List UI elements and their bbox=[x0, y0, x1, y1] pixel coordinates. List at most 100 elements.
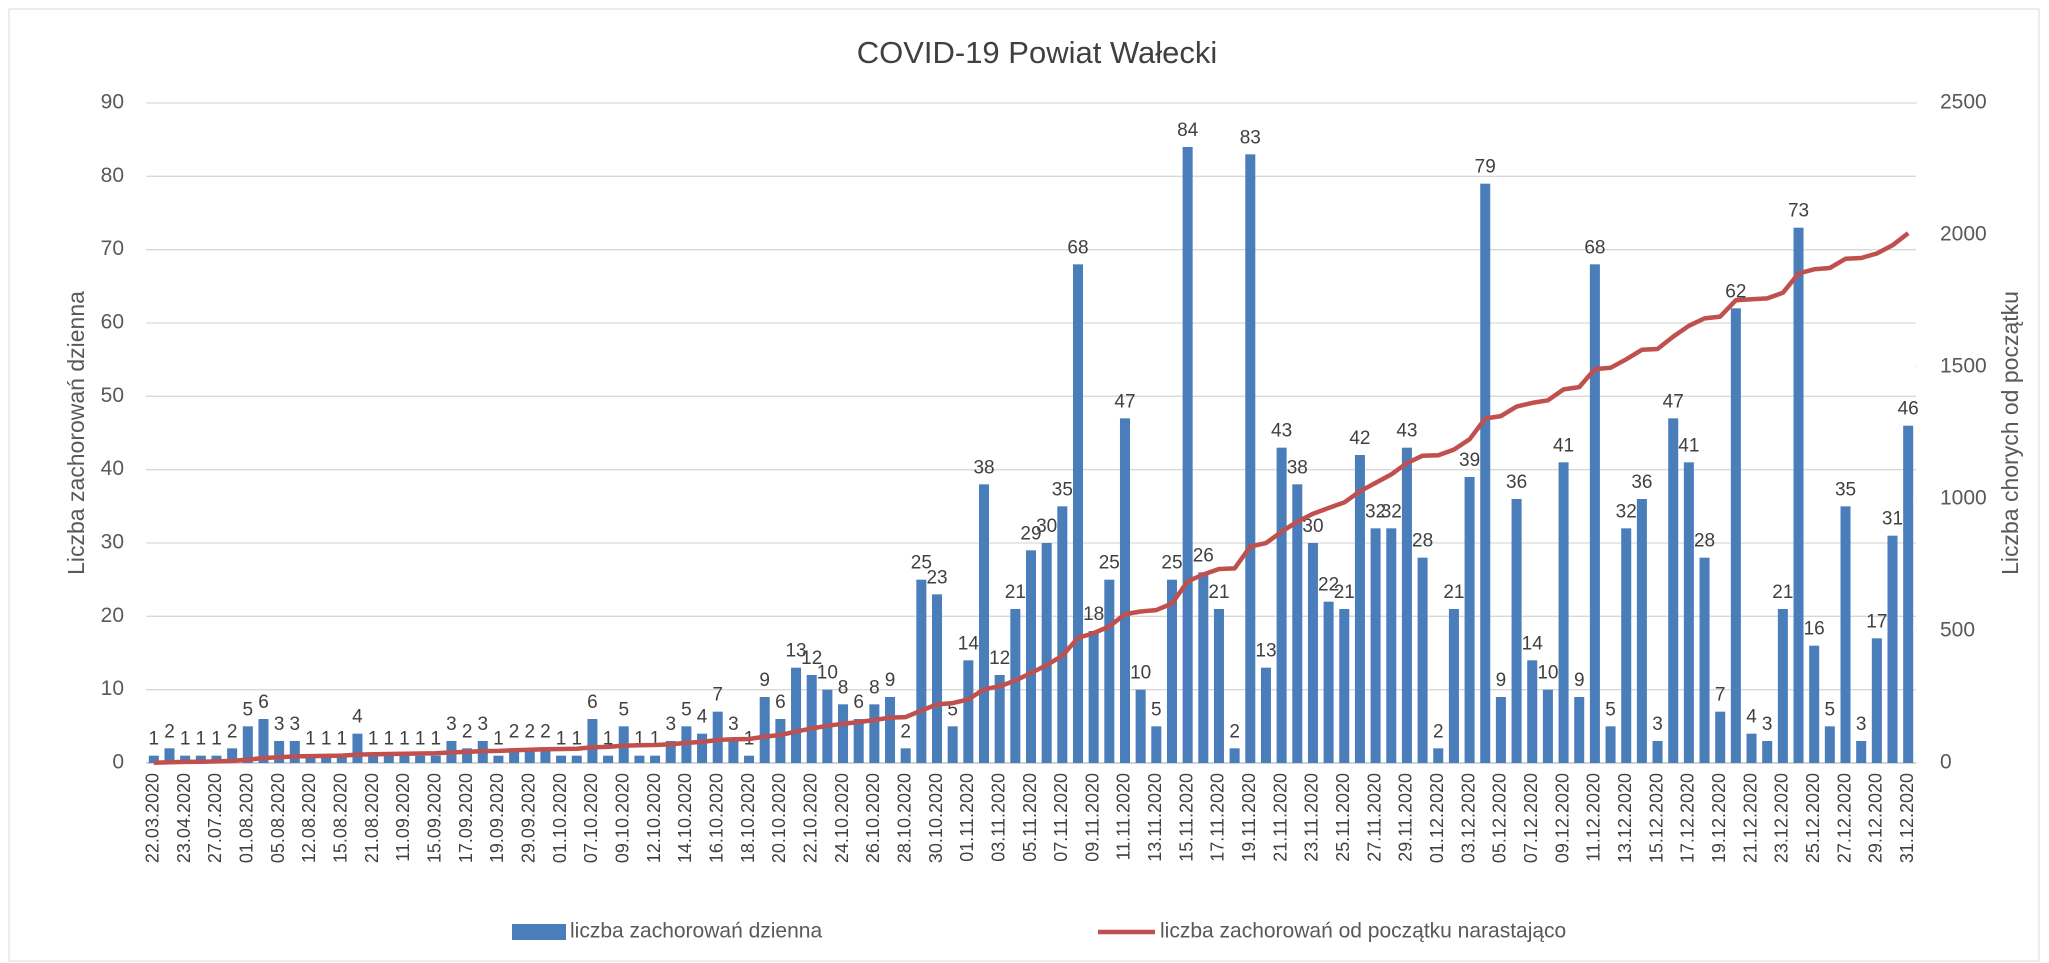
data-label: 1 bbox=[603, 729, 614, 750]
x-tick-label: 12.08.2020 bbox=[299, 773, 319, 863]
data-label: 5 bbox=[947, 699, 958, 720]
data-label: 32 bbox=[1365, 501, 1386, 522]
bar bbox=[383, 755, 394, 763]
x-tick-label: 18.10.2020 bbox=[738, 773, 758, 863]
data-label: 1 bbox=[383, 729, 394, 750]
legend-label: liczba zachorowań od początku narastając… bbox=[1160, 920, 1566, 943]
x-tick-label: 17.12.2020 bbox=[1678, 773, 1698, 863]
x-tick-label: 23.11.2020 bbox=[1302, 773, 1322, 862]
data-label: 83 bbox=[1240, 127, 1261, 148]
bar bbox=[1307, 543, 1318, 763]
data-label: 41 bbox=[1553, 435, 1574, 456]
bar bbox=[399, 755, 410, 763]
x-tick-label: 01.12.2020 bbox=[1427, 773, 1447, 863]
data-label: 39 bbox=[1459, 450, 1480, 471]
x-tick-label: 11.11.2020 bbox=[1114, 773, 1134, 860]
data-label: 2 bbox=[462, 721, 473, 742]
y-tick-label: 50 bbox=[101, 384, 124, 407]
bar bbox=[1793, 227, 1804, 763]
bar bbox=[571, 755, 582, 763]
x-tick-label: 22.10.2020 bbox=[800, 773, 820, 863]
bar bbox=[321, 755, 332, 763]
x-tick-label: 03.12.2020 bbox=[1458, 773, 1478, 863]
y2-tick-label: 0 bbox=[1940, 751, 1952, 774]
data-label: 6 bbox=[775, 692, 786, 713]
x-tick-label: 26.10.2020 bbox=[863, 773, 883, 863]
data-label: 38 bbox=[1287, 457, 1308, 478]
x-tick-label: 03.11.2020 bbox=[988, 773, 1008, 862]
bar bbox=[336, 755, 347, 763]
data-label: 31 bbox=[1882, 509, 1903, 530]
bar bbox=[540, 748, 551, 763]
bar bbox=[1558, 462, 1569, 763]
bar bbox=[1809, 645, 1820, 763]
x-tick-label: 29.11.2020 bbox=[1396, 773, 1416, 862]
data-label: 1 bbox=[634, 729, 645, 750]
y-tick-label: 0 bbox=[112, 751, 124, 774]
bar bbox=[932, 594, 943, 763]
data-label: 14 bbox=[1522, 633, 1544, 654]
bar bbox=[1433, 748, 1444, 763]
data-label: 1 bbox=[650, 729, 661, 750]
data-label: 84 bbox=[1177, 120, 1199, 141]
y2-tick-label: 1500 bbox=[1940, 355, 1987, 378]
data-label: 1 bbox=[368, 729, 379, 750]
data-label: 4 bbox=[352, 707, 363, 728]
bar bbox=[1824, 726, 1835, 763]
bar bbox=[947, 726, 958, 763]
bar bbox=[1777, 609, 1788, 763]
bar bbox=[1370, 528, 1381, 763]
data-label: 1 bbox=[149, 729, 160, 750]
data-label: 18 bbox=[1083, 604, 1104, 625]
bar bbox=[1057, 506, 1068, 763]
bar bbox=[1135, 689, 1146, 763]
data-label: 13 bbox=[1255, 641, 1276, 662]
bar bbox=[1903, 425, 1914, 763]
bar bbox=[242, 726, 253, 763]
data-label: 26 bbox=[1193, 545, 1214, 566]
bar bbox=[634, 755, 645, 763]
x-tick-label: 15.09.2020 bbox=[425, 773, 445, 863]
bar bbox=[1636, 499, 1647, 763]
bar bbox=[1323, 601, 1334, 763]
data-label: 2 bbox=[227, 721, 238, 742]
bar bbox=[274, 741, 285, 763]
bar bbox=[1339, 609, 1350, 763]
cumulative-line bbox=[153, 231, 1910, 765]
data-label: 21 bbox=[1772, 582, 1793, 603]
x-tick-label: 28.10.2020 bbox=[894, 773, 914, 863]
legend-swatch bbox=[512, 924, 566, 940]
x-tick-label: 07.12.2020 bbox=[1521, 773, 1541, 863]
x-tick-label: 05.08.2020 bbox=[268, 773, 288, 863]
data-label: 6 bbox=[258, 692, 269, 713]
x-tick-label: 05.12.2020 bbox=[1490, 773, 1510, 863]
x-tick-label: 25.11.2020 bbox=[1333, 773, 1353, 862]
data-label: 29 bbox=[1020, 523, 1041, 544]
bar bbox=[493, 755, 504, 763]
bar bbox=[1198, 572, 1209, 763]
data-label: 1 bbox=[180, 729, 191, 750]
data-label: 2 bbox=[509, 721, 520, 742]
bar bbox=[665, 741, 676, 763]
data-label: 6 bbox=[853, 692, 864, 713]
bar bbox=[556, 755, 567, 763]
x-tick-label: 23.04.2020 bbox=[174, 773, 194, 863]
bar bbox=[258, 719, 269, 763]
bar bbox=[1072, 264, 1084, 763]
y-tick-label: 20 bbox=[101, 604, 124, 627]
bar bbox=[603, 755, 614, 763]
x-tick-label: 31.12.2020 bbox=[1897, 773, 1917, 863]
bar bbox=[1605, 726, 1616, 763]
data-label: 14 bbox=[958, 633, 980, 654]
data-label: 1 bbox=[337, 729, 348, 750]
data-label: 3 bbox=[665, 714, 676, 735]
bar bbox=[1574, 697, 1585, 763]
y-tick-label: 30 bbox=[101, 531, 124, 554]
bar bbox=[885, 697, 896, 763]
data-label: 2 bbox=[900, 721, 911, 742]
x-tick-label: 11.09.2020 bbox=[393, 773, 413, 862]
x-tick-label: 17.11.2020 bbox=[1208, 773, 1228, 862]
bar bbox=[728, 741, 739, 763]
y-tick-label: 70 bbox=[101, 237, 124, 260]
